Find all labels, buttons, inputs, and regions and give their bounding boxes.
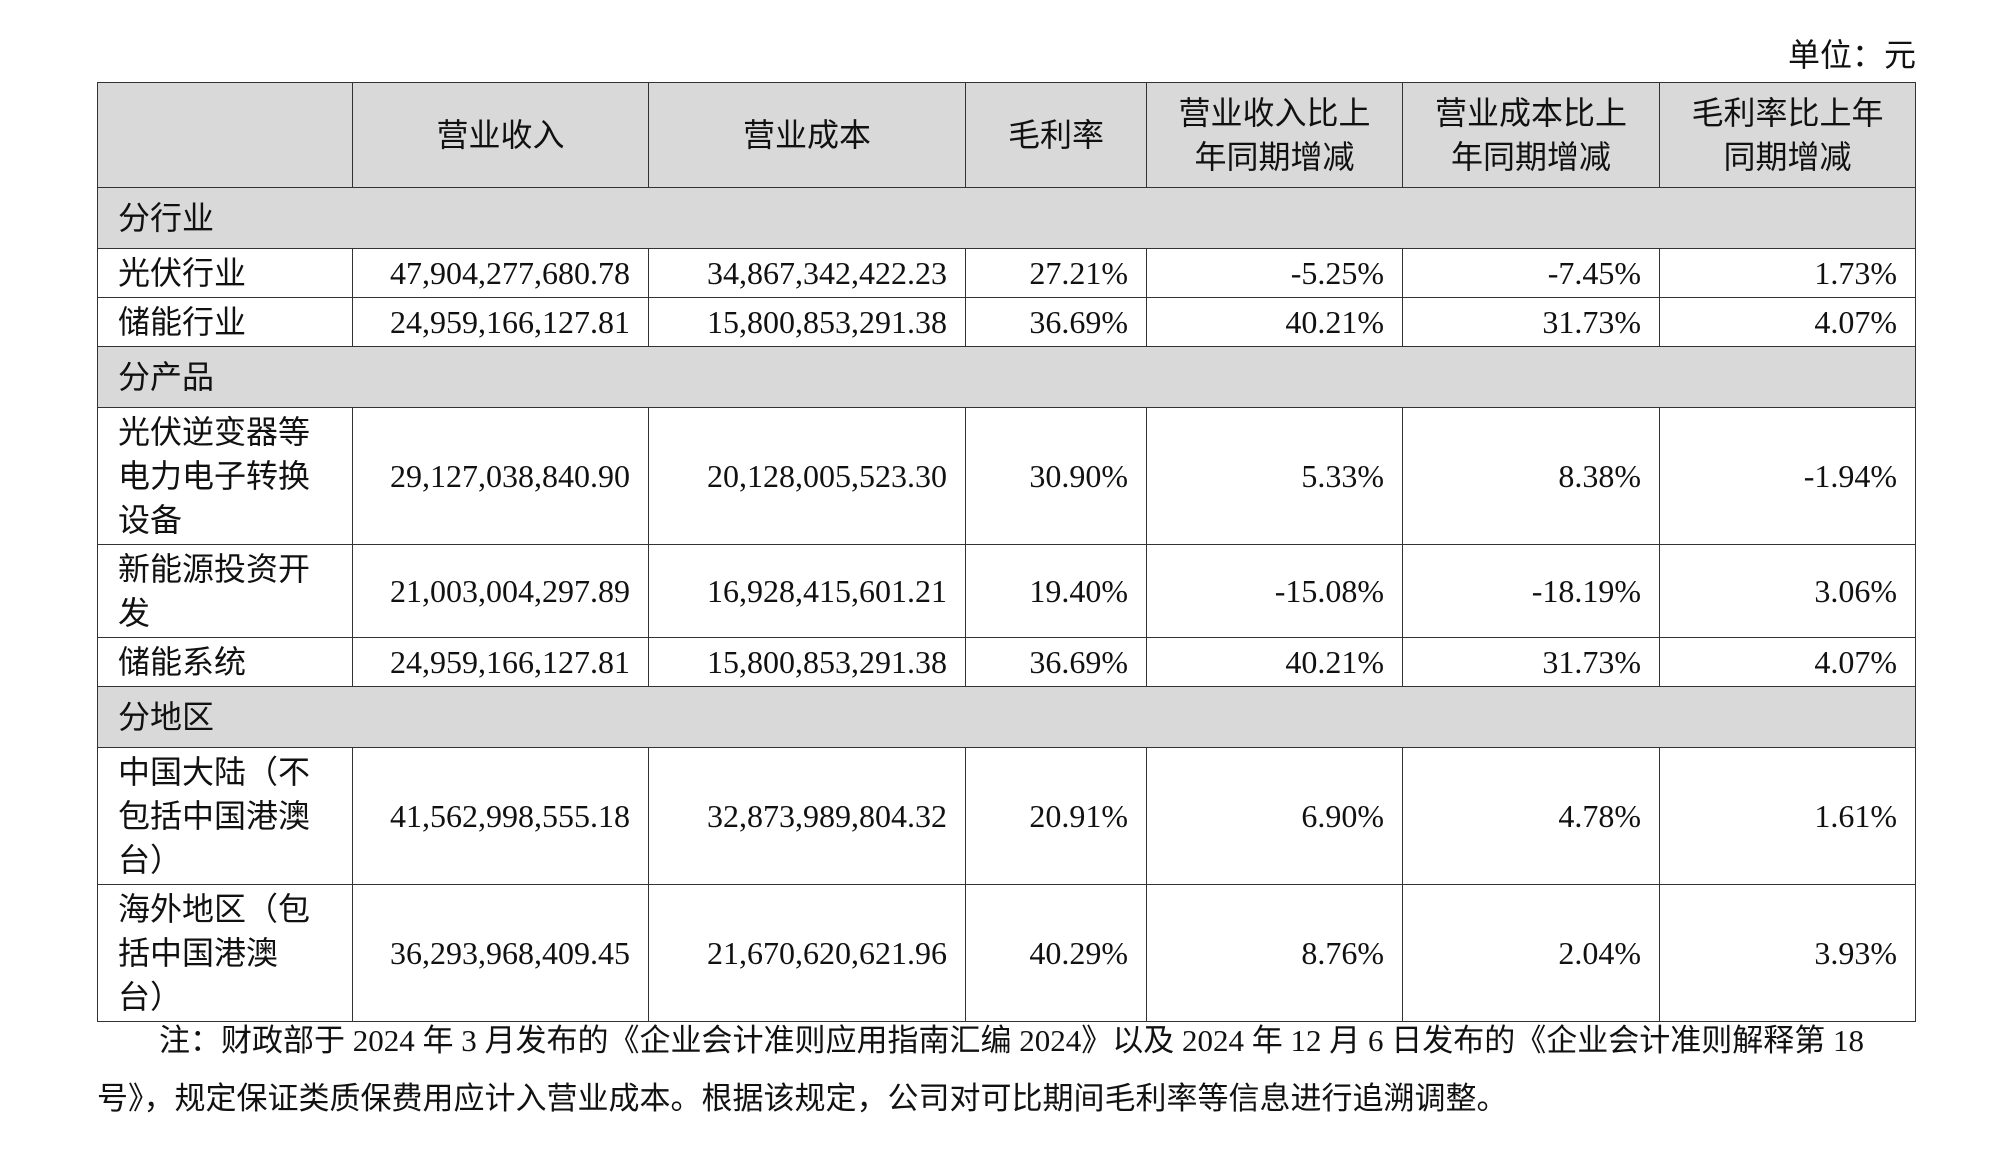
header-cell: 营业成本比上年同期增减 [1402,82,1660,188]
cell-value: 32,873,989,804.32 [648,747,966,885]
cell-value: 29,127,038,840.90 [352,407,649,545]
cell-value: -15.08% [1146,544,1403,638]
cell-value: 8.38% [1402,407,1660,545]
row-label: 光伏逆变器等电力电子转换设备 [97,407,353,545]
cell-value: 20,128,005,523.30 [648,407,966,545]
cell-value: 36.69% [965,297,1147,347]
header-cell: 毛利率 [965,82,1147,188]
note: 注：财政部于 2024 年 3 月发布的《企业会计准则应用指南汇编 2024》以… [97,1023,1864,1116]
cell-value: -1.94% [1659,407,1916,545]
cell-value: 15,800,853,291.38 [648,637,966,687]
cell-value: 30.90% [965,407,1147,545]
header-cell: 营业收入 [352,82,649,188]
data-row: 储能行业 24,959,166,127.81 15,800,853,291.38 36… [97,297,1916,347]
cell-value: 2.04% [1402,884,1660,1022]
cell-value: 34,867,342,422.23 [648,248,966,298]
cell-value: 4.78% [1402,747,1660,885]
cell-value: 4.07% [1659,637,1916,687]
cell-value: 40.21% [1146,297,1403,347]
header-cell [97,82,353,188]
cell-value: 4.07% [1659,297,1916,347]
row-label: 新能源投资开发 [97,544,353,638]
header-cell: 营业成本 [648,82,966,188]
row-label: 光伏行业 [97,248,353,298]
cell-value: 16,928,415,601.21 [648,544,966,638]
header-row: 营业收入 营业成本 毛利率 营业收入比上年同期增减 营业成本比上年同期增减 毛利率比上年同… [97,82,1916,188]
cell-value: -5.25% [1146,248,1403,298]
cell-value: 5.33% [1146,407,1403,545]
cell-value: 3.06% [1659,544,1916,638]
section-row: 分地区 [97,686,1916,748]
unit-label: 单位：元 [1787,37,1916,73]
data-row: 新能源投资开发 21,003,004,297.89 16,928,415,601.2… [97,544,1916,638]
cell-value: 20.91% [965,747,1147,885]
cell-value: 24,959,166,127.81 [352,637,649,687]
data-row: 储能系统 24,959,166,127.81 15,800,853,291.38 36… [97,637,1916,687]
data-row: 中国大陆（不包括中国港澳台） 41,562,998,555.18 32,873,98… [97,747,1916,885]
cell-value: 36,293,968,409.45 [352,884,649,1022]
cell-value: 40.29% [965,884,1147,1022]
cell-value: 27.21% [965,248,1147,298]
cell-value: 31.73% [1402,297,1660,347]
cell-value: -7.45% [1402,248,1660,298]
cell-value: 36.69% [965,637,1147,687]
section-title: 分产品 [97,346,1916,408]
data-row: 海外地区（包括中国港澳台） 36,293,968,409.45 21,670,620… [97,884,1916,1022]
data-row: 光伏逆变器等电力电子转换设备 29,127,038,840.90 20,128,00… [97,407,1916,545]
cell-value: 1.73% [1659,248,1916,298]
cell-value: 19.40% [965,544,1147,638]
section-row: 分行业 [97,187,1916,249]
row-label: 储能行业 [97,297,353,347]
section-title: 分地区 [97,686,1916,748]
header-cell: 营业收入比上年同期增减 [1146,82,1403,188]
row-label: 中国大陆（不包括中国港澳台） [97,747,353,885]
cell-value: 24,959,166,127.81 [352,297,649,347]
section-title: 分行业 [97,187,1916,249]
row-label: 储能系统 [97,637,353,687]
cell-value: 1.61% [1659,747,1916,885]
cell-value: 31.73% [1402,637,1660,687]
row-label: 海外地区（包括中国港澳台） [97,884,353,1022]
cell-value: 3.93% [1659,884,1916,1022]
cell-value: 47,904,277,680.78 [352,248,649,298]
cell-value: 40.21% [1146,637,1403,687]
cell-value: 6.90% [1146,747,1403,885]
cell-value: 41,562,998,555.18 [352,747,649,885]
cell-value: 21,003,004,297.89 [352,544,649,638]
table: 营业收入 营业成本 毛利率 营业收入比上年同期增减 营业成本比上年同期增减 毛利率比上年同… [97,82,1916,1022]
header-cell: 毛利率比上年同期增减 [1659,82,1916,188]
cell-value: 21,670,620,621.96 [648,884,966,1022]
section-row: 分产品 [97,346,1916,408]
cell-value: -18.19% [1402,544,1660,638]
cell-value: 8.76% [1146,884,1403,1022]
cell-value: 15,800,853,291.38 [648,297,966,347]
data-row: 光伏行业 47,904,277,680.78 34,867,342,422.23 27… [97,248,1916,298]
